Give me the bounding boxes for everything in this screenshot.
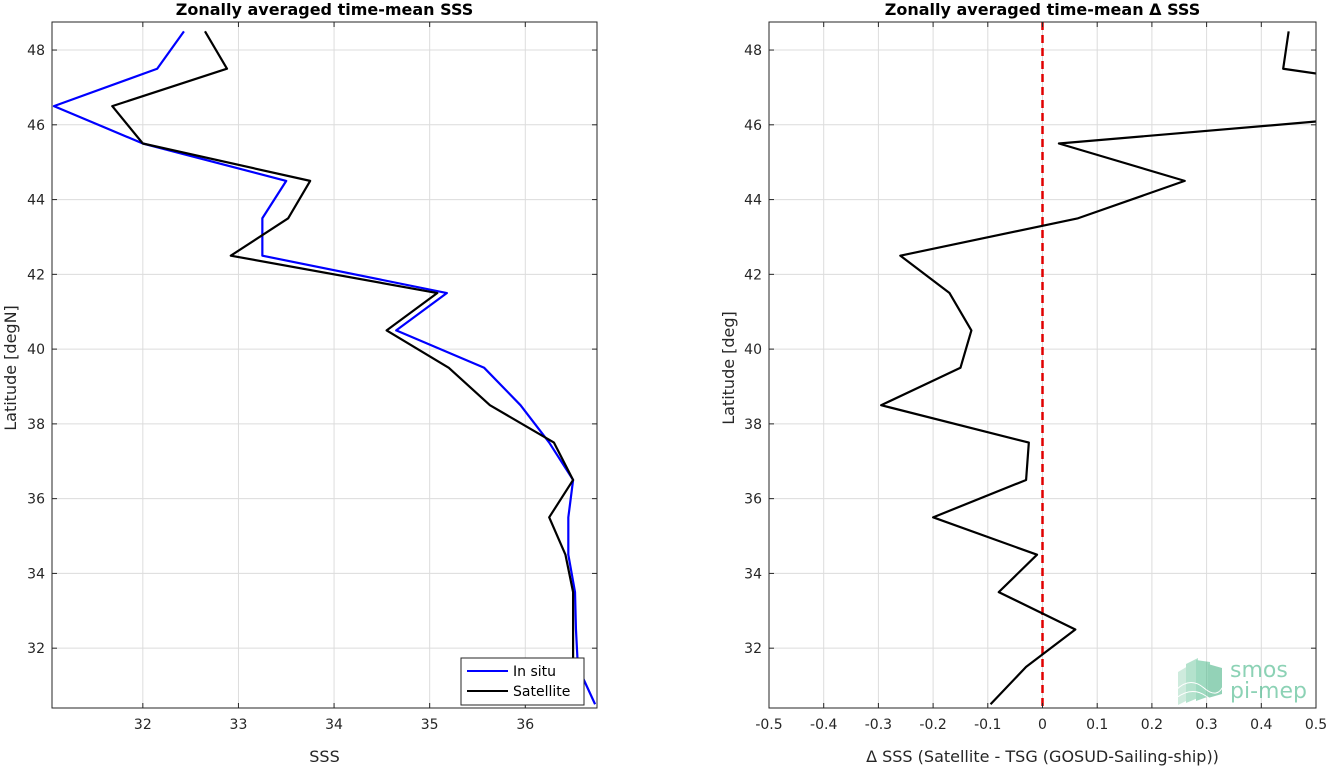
right-y-tick-label: 32 [744, 641, 762, 657]
left-x-axis-label: SSS [309, 747, 339, 766]
left-y-tick-label: 36 [27, 492, 45, 508]
logo-waves-icon [1175, 658, 1225, 705]
right-ticks: -0.5 -0.4 -0.3 -0.2 -0.1 0 0.1 0.2 0.3 0.4 0.5 32 34… [744, 22, 1327, 733]
series-satellite [111, 30, 581, 705]
left-chart-title: Zonally averaged time-mean SSS [176, 0, 474, 19]
left-y-tick-label: 44 [27, 193, 45, 209]
left-x-tick-label: 36 [516, 717, 534, 733]
left-y-tick-label: 32 [27, 641, 45, 657]
right-x-tick-label: 0.3 [1195, 717, 1217, 733]
left-x-tick-label: 32 [134, 717, 152, 733]
right-chart-title: Zonally averaged time-mean Δ SSS [885, 0, 1201, 19]
right-x-tick-label: -0.4 [810, 717, 837, 733]
right-x-tick-label: -0.1 [974, 717, 1001, 733]
left-x-tick-label: 34 [325, 717, 343, 733]
logo-text-smos: smos [1230, 658, 1288, 683]
right-y-axis-label: Latitude [deg] [719, 311, 738, 425]
left-y-tick-label: 40 [27, 342, 45, 358]
legend-label-in-situ: In situ [513, 664, 556, 680]
legend-box [460, 657, 585, 706]
left-x-tick-label: 33 [230, 717, 248, 733]
legend-label-satellite: Satellite [513, 684, 570, 700]
left-axes: 32 33 34 35 36 32 34 36 38 40 42 44 46 48 Zonally ave… [1, 0, 598, 766]
left-ticks: 32 33 34 35 36 32 34 36 38 40 42 44 46 48 [27, 22, 597, 733]
smos-pi-mep-logo: smos pi-mep [1175, 658, 1307, 705]
right-x-tick-label: 0.2 [1141, 717, 1163, 733]
right-y-tick-label: 44 [744, 193, 762, 209]
right-x-tick-label: 0 [1038, 717, 1047, 733]
right-x-axis-label: Δ SSS (Satellite - TSG (GOSUD-Sailing-sh… [866, 747, 1219, 766]
legend: In situ Satellite [460, 657, 585, 706]
right-y-tick-label: 42 [744, 267, 762, 283]
left-x-tick-label: 35 [421, 717, 439, 733]
left-y-tick-label: 42 [27, 267, 45, 283]
left-y-tick-label: 48 [27, 43, 45, 59]
left-y-tick-label: 34 [27, 566, 45, 582]
right-y-tick-label: 34 [744, 566, 762, 582]
right-x-tick-label: -0.5 [755, 717, 782, 733]
left-grid [52, 22, 597, 708]
logo-text-pi-mep: pi-mep [1230, 679, 1307, 704]
right-y-tick-label: 38 [744, 417, 762, 433]
right-y-tick-label: 46 [744, 118, 762, 134]
right-y-tick-label: 40 [744, 342, 762, 358]
right-x-tick-label: 0.4 [1250, 717, 1272, 733]
left-y-tick-label: 38 [27, 417, 45, 433]
right-x-tick-label: 0.1 [1086, 717, 1108, 733]
right-x-tick-label: -0.2 [919, 717, 946, 733]
right-y-tick-label: 48 [744, 43, 762, 59]
right-series [880, 22, 1316, 708]
left-axes-box [51, 21, 598, 709]
right-x-tick-label: 0.5 [1305, 717, 1327, 733]
series-delta-sss [880, 31, 1316, 706]
right-axes: smos pi-mep -0.5 -0.4 -0.3 -0.2 -0.1 0 0.1 0.2 0… [719, 0, 1327, 766]
left-y-tick-label: 46 [27, 118, 45, 134]
left-series [52, 30, 597, 705]
right-x-tick-label: -0.3 [865, 717, 892, 733]
left-y-axis-label: Latitude [degN] [1, 305, 20, 431]
right-y-tick-label: 36 [744, 492, 762, 508]
